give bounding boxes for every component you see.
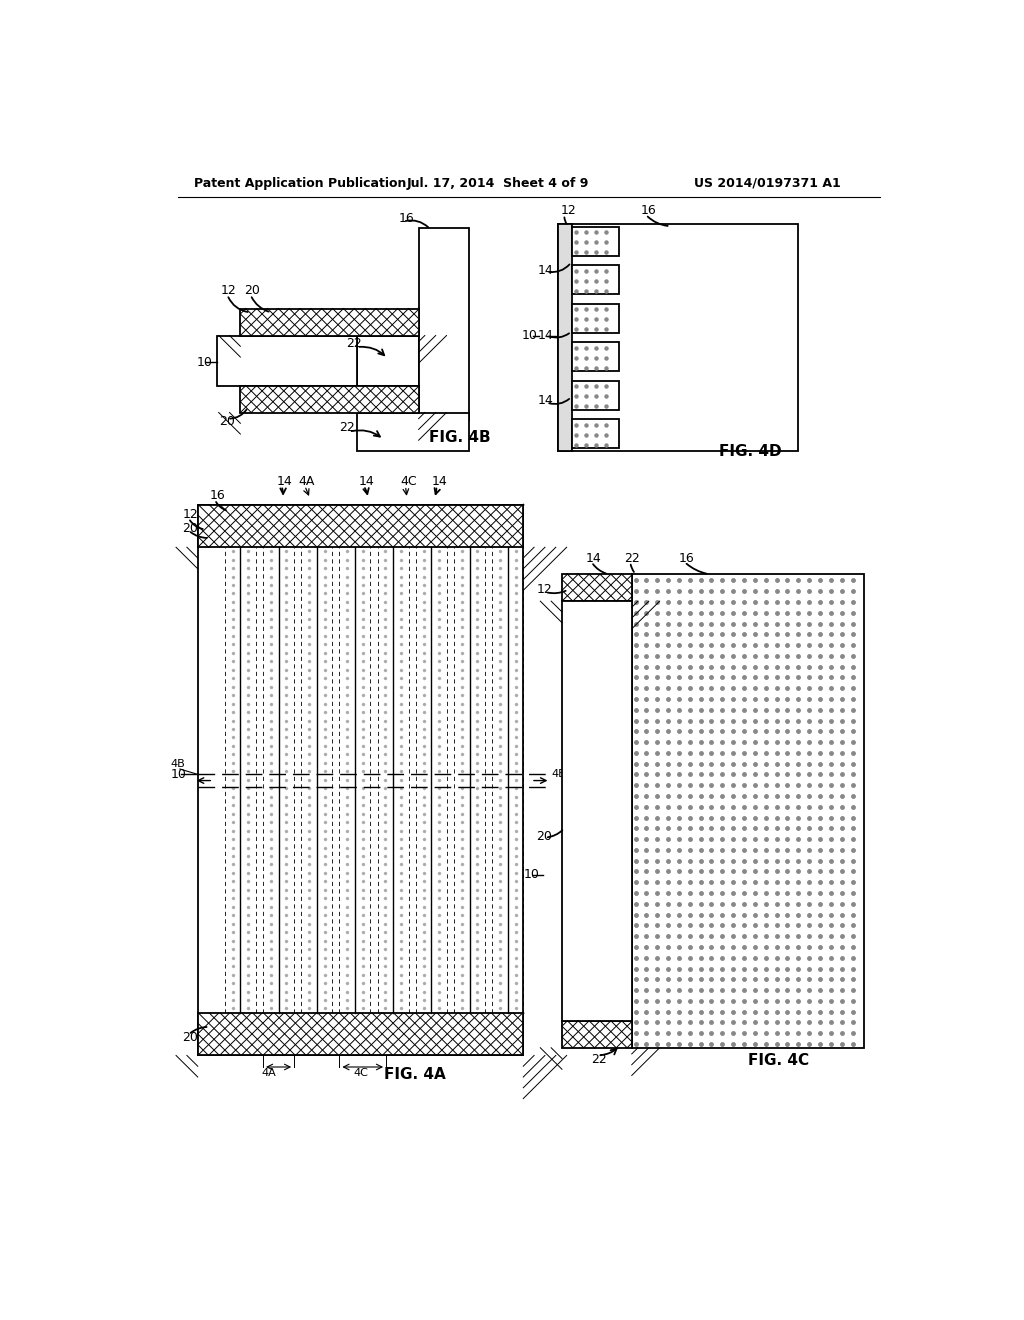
Text: Jul. 17, 2014  Sheet 4 of 9: Jul. 17, 2014 Sheet 4 of 9	[407, 177, 590, 190]
Text: 14: 14	[359, 475, 375, 488]
Text: Patent Application Publication: Patent Application Publication	[194, 177, 407, 190]
Text: 20: 20	[537, 829, 552, 842]
Text: 4A: 4A	[262, 1068, 276, 1078]
Text: 10: 10	[171, 768, 186, 781]
Text: FIG. 4D: FIG. 4D	[719, 444, 781, 458]
Text: 20: 20	[182, 521, 198, 535]
Text: 4B: 4B	[171, 759, 185, 768]
Text: 4A: 4A	[299, 475, 314, 488]
Text: FIG. 4A: FIG. 4A	[384, 1067, 445, 1082]
Bar	[572, 265, 618, 294]
Text: 4C: 4C	[353, 1068, 369, 1078]
Text: 16: 16	[398, 213, 415, 224]
Bar	[198, 506, 523, 1056]
Bar	[558, 224, 799, 451]
Text: 14: 14	[538, 395, 553, 408]
Text: 20: 20	[219, 416, 236, 428]
Text: 20: 20	[182, 1031, 198, 1044]
Text: 4C: 4C	[400, 475, 418, 488]
Bar	[356, 412, 469, 451]
Bar	[572, 380, 618, 409]
Text: 14: 14	[538, 264, 553, 277]
Bar	[562, 1020, 632, 1048]
Text: 12: 12	[537, 583, 552, 597]
Bar	[241, 385, 419, 412]
Text: 22: 22	[592, 1053, 607, 1065]
Text: 14: 14	[538, 329, 553, 342]
Bar	[241, 309, 419, 335]
Bar	[198, 504, 523, 548]
Bar	[572, 227, 618, 256]
Bar	[572, 418, 618, 449]
Text: FIG. 4C: FIG. 4C	[748, 1053, 809, 1068]
Bar	[632, 574, 864, 1048]
Bar	[356, 335, 419, 385]
Text: 4B: 4B	[552, 770, 566, 779]
Text: 22: 22	[346, 337, 362, 350]
Bar	[562, 601, 632, 1020]
Bar	[198, 1014, 523, 1056]
Text: 22: 22	[624, 552, 640, 565]
Text: 12: 12	[560, 205, 577, 218]
Text: 14: 14	[432, 475, 447, 488]
Text: FIG. 4B: FIG. 4B	[429, 429, 490, 445]
Text: 16: 16	[209, 490, 225, 502]
Bar	[572, 304, 618, 333]
Text: 10: 10	[521, 329, 538, 342]
Bar	[419, 227, 469, 420]
Text: 12: 12	[221, 284, 237, 297]
Text: 16: 16	[641, 205, 656, 218]
Bar	[572, 342, 618, 371]
Text: 20: 20	[245, 284, 260, 297]
Text: 16: 16	[678, 552, 694, 565]
Text: 22: 22	[339, 421, 354, 434]
Bar	[558, 224, 572, 451]
Bar	[217, 335, 356, 385]
Text: 14: 14	[276, 475, 293, 488]
Text: 10: 10	[197, 356, 212, 370]
Text: 14: 14	[586, 552, 601, 565]
Text: 10: 10	[523, 869, 539, 880]
Bar	[562, 574, 632, 601]
Text: 12: 12	[182, 508, 198, 520]
Text: US 2014/0197371 A1: US 2014/0197371 A1	[693, 177, 841, 190]
